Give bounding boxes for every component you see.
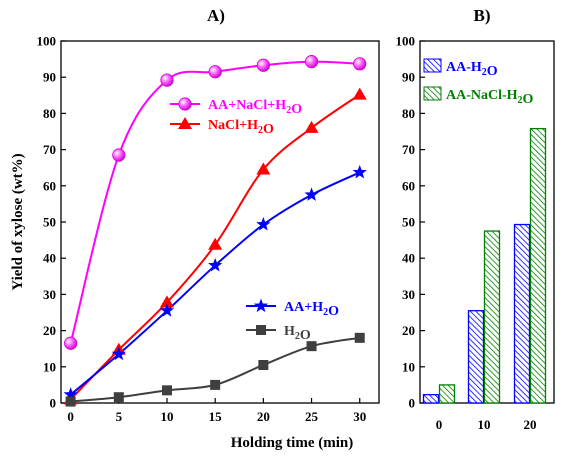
data-point [304,120,319,133]
legend-marker [253,298,269,313]
y-tick-label: 50 [43,215,56,230]
data-point [304,55,319,69]
y-tick-label: 20 [43,323,56,338]
x-tick-label: 10 [161,409,174,424]
legend-marker [178,117,192,129]
panel-a-x-axis: 0 5 10 15 20 25 30 [67,398,366,424]
y-tick-label: 90 [43,70,56,85]
y-tick-label: 50 [402,215,415,230]
x-tick-label: 20 [524,417,537,432]
y-tick-label: 70 [402,142,415,157]
x-tick-label: 10 [478,417,491,432]
bar [467,310,485,404]
data-point [210,379,221,390]
legend-swatch [423,58,442,73]
legend-swatch [423,86,442,101]
y-tick-label: 70 [43,142,56,157]
legend-label: NaCl+H2O [208,118,274,137]
x-tick-label: 25 [305,409,319,424]
data-point [208,237,223,250]
y-tick-label: 30 [402,287,415,302]
x-tick-label: 20 [257,409,270,424]
data-point [258,359,269,370]
legend-marker [178,97,192,111]
y-tick-label: 60 [402,178,415,193]
data-point [256,58,270,72]
panel-a-series-markers [63,55,367,407]
panel-b-x-axis: 0 10 20 [436,398,537,432]
data-point [65,396,76,407]
data-point [352,164,367,179]
panel-a-x-axis-label: Holding time (min) [231,435,354,451]
bar [483,230,501,404]
y-tick-label: 40 [43,251,56,266]
data-point [306,341,317,352]
panel-b-y-axis: 0 10 20 30 40 50 60 70 80 90 100 [396,34,425,411]
data-point [352,87,367,100]
series-line-2 [69,171,361,396]
x-tick-label: 15 [209,409,223,424]
data-point [160,295,174,308]
x-tick-label: 0 [67,409,74,424]
bar [438,384,456,404]
y-tick-label: 100 [396,34,416,49]
panel-a-y-axis-label: Yield of xylose (wt%) [10,153,26,290]
panel-a-frame [60,40,380,404]
y-tick-label: 80 [402,106,415,121]
legend-label: H2O [284,324,311,343]
data-point [112,148,126,162]
panel-b-legend: AA-H2O AA-NaCl-H2O [423,58,534,107]
panel-a-legend-lower: AA+H2O H2O [246,298,339,343]
data-point [64,336,78,350]
bar [422,394,440,404]
y-tick-label: 30 [43,287,56,302]
x-tick-label: 5 [116,409,123,424]
x-tick-label: 30 [353,409,366,424]
data-point [208,257,223,272]
legend-label: AA+NaCl+H2O [208,98,302,117]
y-tick-label: 100 [37,34,57,49]
data-point [159,303,175,317]
data-point [304,187,319,201]
y-tick-label: 20 [402,323,415,338]
data-point [256,162,271,175]
legend-marker [256,325,266,335]
panel-b-bars [422,127,547,404]
panel-a-y-axis: 0 10 20 30 40 50 60 70 80 90 100 [37,34,66,411]
data-point [256,217,271,231]
y-tick-label: 10 [43,359,56,374]
y-tick-label: 0 [50,396,57,411]
panel-b-title: B) [474,6,491,25]
panel-a-title: A) [207,6,225,25]
panel-a: A) 0 10 20 30 40 50 60 70 80 90 100 0 5 10 15 20 25 30 Y… [10,6,380,451]
data-point [160,73,174,87]
legend-label: AA-H2O [446,60,498,79]
data-point [63,387,78,401]
data-point [208,65,222,79]
data-point [354,332,365,343]
legend-label: AA-NaCl-H2O [446,88,534,107]
data-point [113,392,124,403]
data-point [111,346,126,361]
legend-label: AA+H2O [284,300,339,319]
y-tick-label: 40 [402,251,415,266]
y-tick-label: 0 [409,396,416,411]
data-point [353,57,367,71]
y-tick-label: 80 [43,106,56,121]
y-tick-label: 90 [402,70,415,85]
y-tick-label: 10 [402,359,415,374]
y-tick-label: 60 [43,178,56,193]
bar [529,127,547,404]
data-point [162,385,172,396]
bar [513,223,531,404]
x-tick-label: 0 [436,417,443,432]
